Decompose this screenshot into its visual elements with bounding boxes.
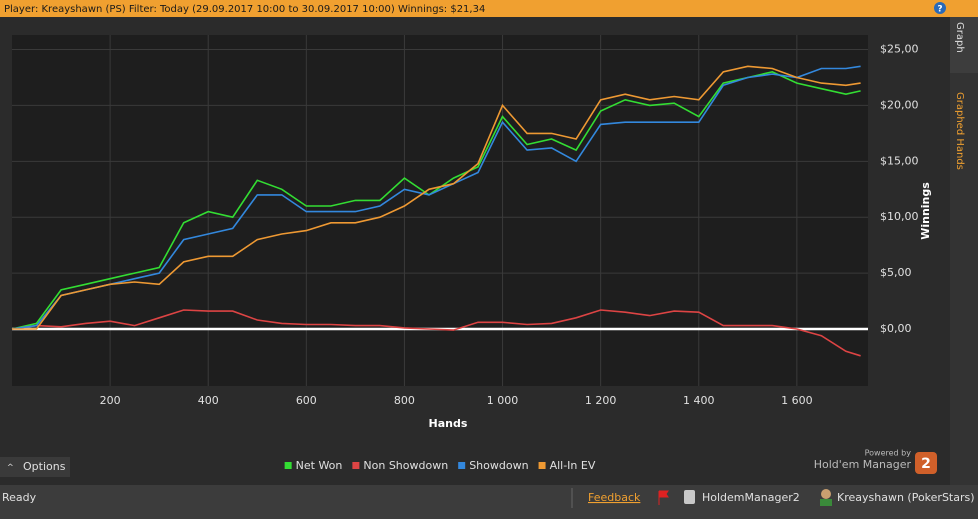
x-tick-label: 400 [198, 394, 219, 407]
y-tick-label: $10,00 [880, 210, 919, 223]
y-tick-label: $25,00 [880, 43, 919, 56]
x-tick-label: 1 200 [585, 394, 617, 407]
legend: Net Won Non Showdown Showdown All-In EV [284, 459, 596, 472]
x-axis-label: Hands [429, 417, 468, 430]
flag-icon [658, 490, 669, 505]
legend-label: Showdown [469, 459, 528, 472]
legend-swatch [458, 462, 466, 469]
x-tick-label: 1 000 [487, 394, 519, 407]
player-icon [821, 489, 831, 499]
help-icon[interactable]: ? [937, 5, 942, 15]
legend-label: Net Won [296, 459, 343, 472]
options-label[interactable]: Options [23, 460, 66, 473]
tab-graphed-hands-label[interactable]: Graphed Hands [954, 92, 965, 170]
x-tick-label: 1 400 [683, 394, 715, 407]
series-line [12, 65, 861, 330]
series-line [11, 309, 861, 357]
x-tick-label: 800 [394, 394, 415, 407]
series-line [11, 65, 861, 330]
plot-area [12, 35, 868, 386]
help-button[interactable] [934, 2, 946, 14]
status-bar [0, 485, 978, 519]
options-arrow[interactable]: ^ [7, 463, 14, 472]
legend-swatch [284, 462, 292, 469]
x-tick-label: 1 600 [781, 394, 813, 407]
tab-graph-label[interactable]: Graph [954, 22, 965, 53]
player-name: Kreayshawn (PokerStars) [837, 491, 975, 504]
side-panel [950, 17, 978, 485]
header-text: Player: Kreayshawn (PS) Filter: Today (2… [4, 4, 485, 15]
y-tick-label: $15,00 [880, 154, 919, 167]
tab-graph[interactable] [950, 17, 978, 73]
y-axis-label: Winnings [919, 182, 932, 240]
x-tick-label: 200 [100, 394, 121, 407]
product-name: Hold'em Manager [814, 458, 912, 471]
powered-by: Powered by [865, 449, 912, 458]
database-name: HoldemManager2 [702, 491, 800, 504]
product-version: 2 [921, 456, 931, 472]
player-icon-body [820, 499, 832, 506]
header-bar [0, 0, 978, 17]
y-tick-label: $0,00 [880, 322, 912, 335]
legend-label: All-In EV [550, 459, 596, 472]
legend-swatch [352, 462, 360, 469]
feedback-link[interactable]: Feedback [588, 491, 641, 504]
y-tick-label: $20,00 [880, 98, 919, 111]
status-text: Ready [2, 491, 37, 504]
database-icon [684, 490, 695, 504]
legend-swatch [538, 462, 546, 469]
x-tick-label: 600 [296, 394, 317, 407]
legend-label: Non Showdown [363, 459, 448, 472]
options-button[interactable] [0, 457, 70, 477]
y-tick-label: $5,00 [880, 266, 912, 279]
product-logo [915, 452, 937, 474]
